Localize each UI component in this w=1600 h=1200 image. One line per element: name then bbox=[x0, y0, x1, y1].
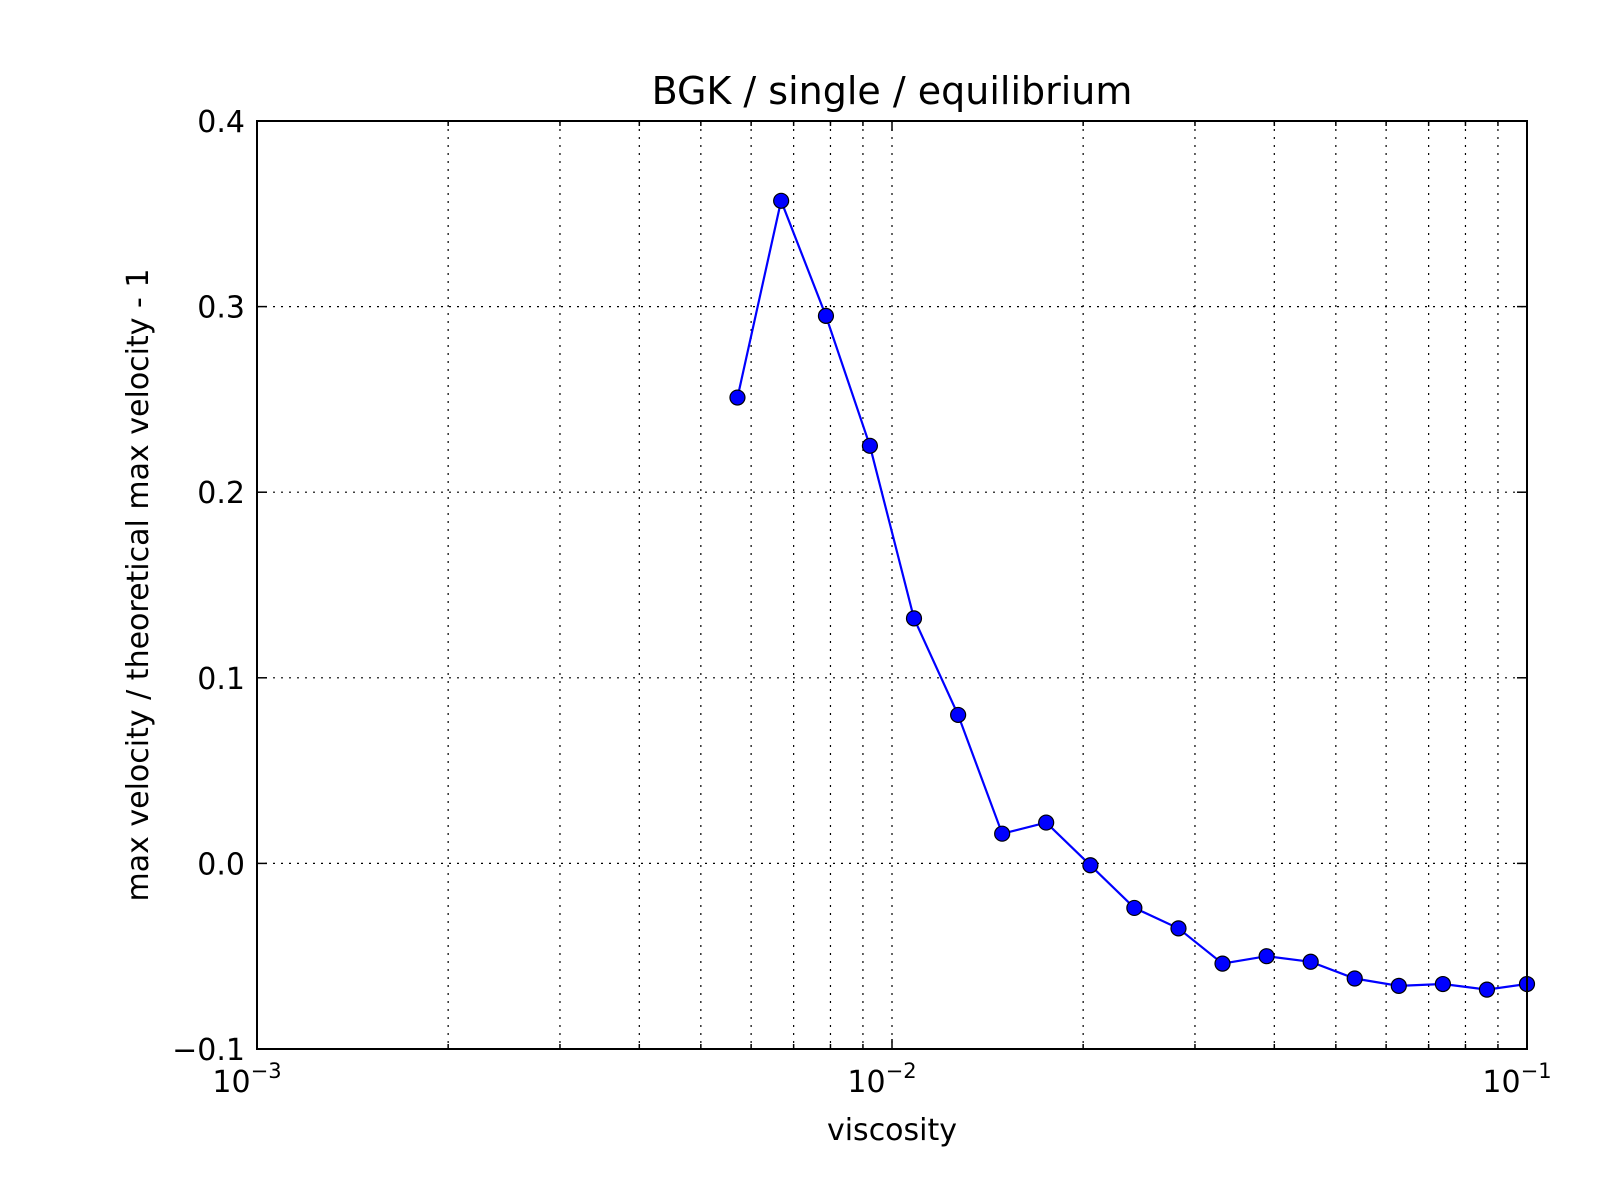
y-tick-label: 0.1 bbox=[197, 662, 245, 697]
data-point bbox=[817, 307, 835, 324]
data-series bbox=[729, 192, 1536, 998]
data-point bbox=[994, 825, 1011, 842]
tick-labels: −0.1 0.0 0.1 0.2 0.3 0.4 10−3 10−2 10−1 bbox=[172, 105, 1551, 1100]
data-point bbox=[1170, 920, 1187, 937]
data-point bbox=[861, 437, 879, 454]
chart-title: BGK / single / equilibrium bbox=[652, 69, 1133, 113]
data-point bbox=[729, 389, 746, 406]
data-point bbox=[1038, 814, 1055, 831]
grid-lines bbox=[257, 121, 1527, 1049]
y-axis-label: max velocity / theoretical max velocity … bbox=[121, 268, 156, 901]
plot-frame bbox=[256, 120, 1528, 1050]
data-point bbox=[1478, 981, 1496, 998]
y-tick-label: 0.0 bbox=[197, 847, 245, 882]
data-point bbox=[1258, 948, 1275, 965]
data-point bbox=[1214, 955, 1231, 972]
data-point bbox=[1126, 899, 1143, 917]
data-point bbox=[905, 610, 923, 627]
data-point bbox=[950, 706, 967, 724]
data-point bbox=[1434, 975, 1451, 993]
data-point bbox=[1346, 970, 1363, 987]
x-axis-label: viscosity bbox=[827, 1113, 957, 1148]
data-point bbox=[773, 192, 790, 209]
data-point bbox=[1082, 857, 1099, 874]
data-point bbox=[1390, 977, 1407, 994]
x-tick-label: 10−2 bbox=[847, 1059, 916, 1100]
y-tick-label: 0.3 bbox=[197, 291, 245, 326]
y-tick-label: 0.4 bbox=[197, 105, 245, 140]
y-tick-label: −0.1 bbox=[172, 1033, 245, 1068]
y-tick-label: 0.2 bbox=[197, 476, 245, 511]
data-point bbox=[1302, 953, 1319, 970]
x-tick-label: 10−1 bbox=[1482, 1059, 1551, 1100]
x-tick-label: 10−3 bbox=[212, 1059, 281, 1100]
